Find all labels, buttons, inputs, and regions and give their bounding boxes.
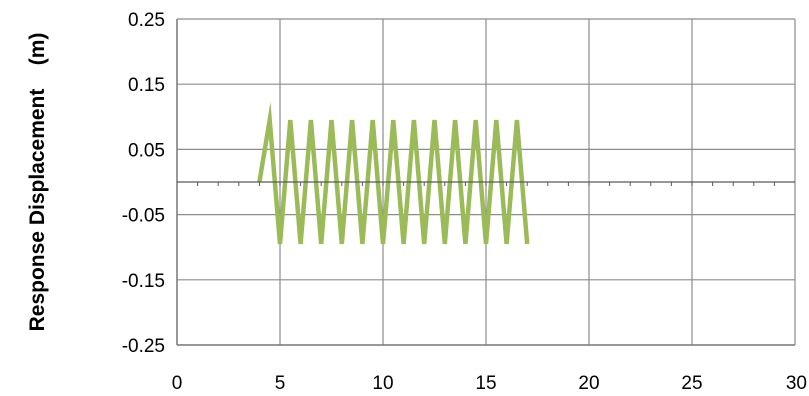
y-tick-label-5: -0.25 xyxy=(122,336,165,357)
x-tick-label-5: 25 xyxy=(681,373,702,394)
y-tick-label-4: -0.15 xyxy=(122,271,165,292)
x-tick-label-0: 0 xyxy=(172,373,183,394)
y-tick-label-2: 0.05 xyxy=(128,140,165,161)
y-tick-label-3: -0.05 xyxy=(122,206,165,227)
zero-line-minor-ticks xyxy=(197,182,775,186)
x-tick-label-2: 10 xyxy=(372,373,393,394)
y-tick-label-1: 0.15 xyxy=(128,75,165,96)
x-tick-label-1: 5 xyxy=(275,373,286,394)
x-tick-label-6: 30 xyxy=(786,373,807,394)
x-tick-labels: 0 5 10 15 20 25 30 xyxy=(172,373,807,394)
x-tick-label-3: 15 xyxy=(475,373,496,394)
series-0-line xyxy=(257,101,530,245)
y-axis-title: Response Displacement (m) xyxy=(26,33,49,332)
data-series xyxy=(177,101,795,245)
y-tick-label-0: 0.25 xyxy=(128,10,165,31)
x-tick-label-4: 20 xyxy=(578,373,599,394)
y-tick-labels: 0.25 0.15 0.05 -0.05 -0.15 -0.25 xyxy=(122,10,165,357)
